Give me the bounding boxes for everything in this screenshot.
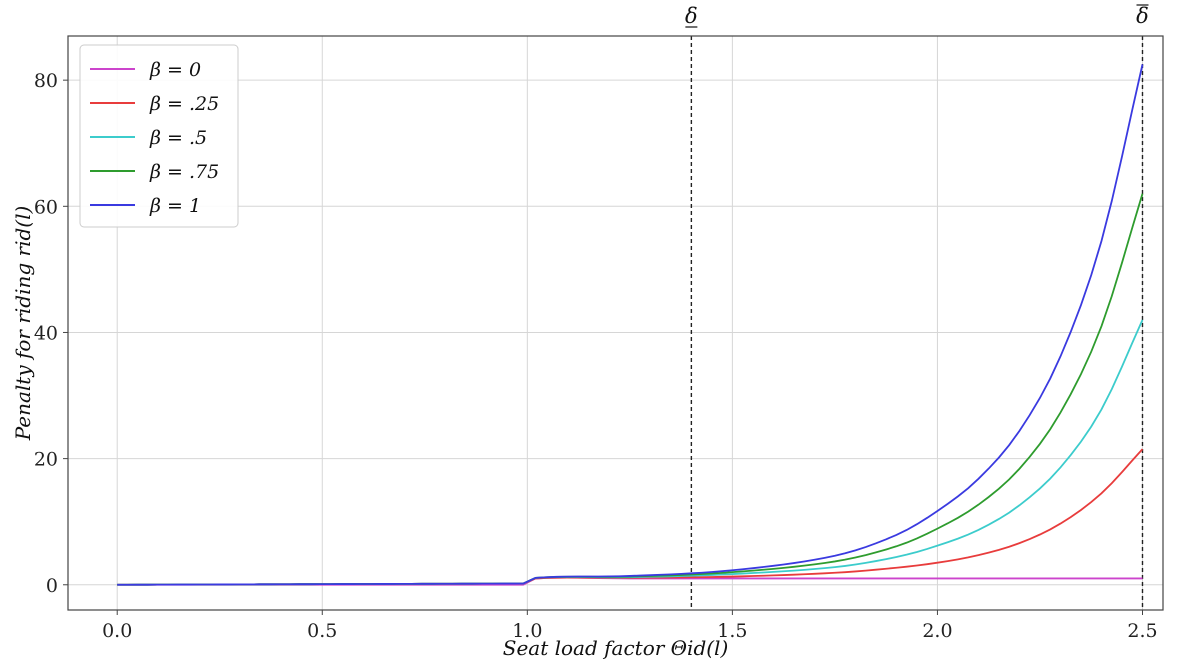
x-tick-label: 2.0 — [922, 620, 952, 642]
series-line — [117, 193, 1144, 586]
series-line — [117, 319, 1144, 586]
legend-label: β = .75 — [149, 161, 219, 183]
legend-label: β = .5 — [149, 127, 207, 149]
x-tick-label: 0.5 — [307, 620, 337, 642]
x-tick-label: 0.0 — [102, 620, 132, 642]
series-line — [117, 64, 1144, 586]
legend: β = 0 β = .25 β = .5 β = .75 β = 1 — [79, 44, 239, 228]
y-tick-label: 60 — [34, 196, 58, 218]
x-tick-label: 1.0 — [512, 620, 542, 642]
y-tick-label: 20 — [34, 449, 58, 471]
legend-label: β = 0 — [149, 59, 201, 81]
grid — [63, 36, 1163, 615]
x-tick-labels: 0.0 0.5 1.0 1.5 2.0 2.5 — [102, 620, 1157, 642]
y-tick-label: 80 — [34, 70, 58, 92]
reference-line-label: δ — [685, 4, 698, 28]
legend-label: β = .25 — [149, 93, 219, 115]
x-axis-title: Seat load factor Θid(l) — [503, 636, 729, 660]
series-lines — [117, 64, 1144, 586]
x-tick-label: 2.5 — [1127, 620, 1157, 642]
reference-lines — [690, 36, 1144, 610]
reference-line-label: δ — [1136, 4, 1149, 28]
y-tick-labels: 0 20 40 60 80 — [34, 70, 58, 597]
legend-box — [79, 44, 239, 228]
plot-frame — [67, 35, 1164, 611]
legend-label: β = 1 — [149, 195, 201, 217]
y-axis-title: Penalty for riding rid(l) — [11, 206, 35, 442]
y-tick-label: 40 — [34, 322, 58, 344]
x-tick-label: 1.5 — [717, 620, 747, 642]
y-tick-label: 0 — [46, 575, 58, 597]
